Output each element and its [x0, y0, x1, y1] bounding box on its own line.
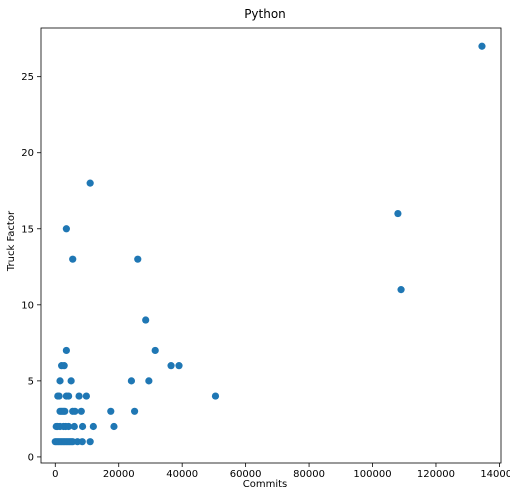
data-point [61, 407, 69, 415]
x-tick-label: 20000 [103, 469, 135, 480]
data-point [130, 407, 139, 415]
data-point [167, 362, 175, 370]
y-tick-label: 15 [21, 224, 34, 235]
y-tick-label: 20 [21, 148, 34, 159]
data-point [89, 422, 97, 431]
data-point [397, 286, 405, 294]
x-tick-label: 0 [52, 469, 58, 480]
data-point [70, 422, 78, 431]
data-point [65, 422, 73, 431]
data-point [211, 392, 220, 400]
data-point [62, 346, 70, 355]
data-point [107, 407, 115, 415]
data-point [175, 362, 183, 370]
chart-title: Python [244, 7, 286, 21]
data-point [60, 362, 68, 370]
data-point [62, 225, 70, 233]
data-point [77, 407, 85, 415]
data-point [71, 407, 79, 415]
x-tick-label: 120000 [417, 469, 455, 480]
data-point [110, 422, 118, 431]
x-tick-label: 60000 [230, 469, 262, 480]
data-point [86, 179, 94, 187]
y-axis-label: Truck Factor [6, 210, 17, 272]
x-axis-label: Commits [243, 479, 288, 490]
data-point [78, 438, 86, 446]
y-tick-label: 10 [21, 300, 34, 311]
data-point [78, 422, 87, 431]
y-tick-label: 5 [28, 376, 34, 387]
data-point [394, 209, 402, 218]
data-point [127, 377, 136, 385]
data-point [69, 255, 77, 263]
data-point [151, 346, 159, 355]
data-point [82, 392, 90, 400]
data-point [134, 255, 142, 263]
x-tick-label: 80000 [293, 469, 325, 480]
data-points [51, 42, 486, 446]
plot-area [40, 27, 502, 464]
y-axis-ticks: 0 5 10 15 20 25 [21, 72, 41, 463]
y-tick-label: 0 [28, 452, 34, 463]
x-tick-label: 100000 [353, 469, 391, 480]
data-point [65, 392, 73, 400]
data-point [145, 377, 153, 385]
data-point [67, 377, 75, 385]
data-point [142, 316, 150, 324]
data-point [56, 377, 64, 385]
data-point [55, 392, 63, 400]
data-point [86, 438, 94, 446]
x-tick-label: 40000 [166, 469, 198, 480]
data-point [75, 392, 83, 400]
data-point [478, 42, 486, 50]
y-tick-label: 25 [21, 72, 34, 83]
